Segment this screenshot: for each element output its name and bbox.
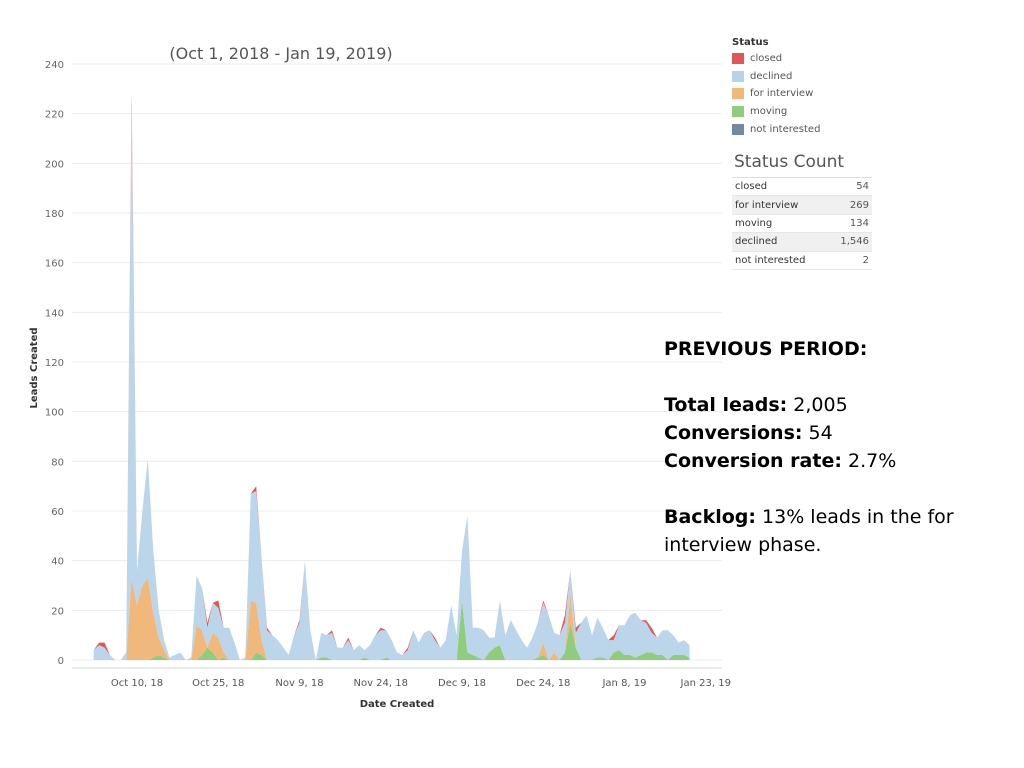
total-leads-line: Total leads: 2,005 (664, 391, 1004, 419)
status-value: 134 (828, 214, 872, 234)
total-leads-value: 2,005 (793, 394, 848, 416)
legend-label: for interview (750, 88, 814, 100)
legend-label: moving (750, 106, 788, 118)
y-tick-label: 140 (45, 308, 64, 319)
chart-title: (Oct 1, 2018 - Jan 19, 2019) (169, 44, 392, 63)
y-tick-label: 80 (51, 457, 64, 468)
conversions-value: 54 (808, 422, 833, 444)
chart-areas (93, 93, 690, 661)
x-tick-label: Dec 24, 18 (516, 678, 570, 689)
backlog-line: Backlog: 13% leads in the for interview … (664, 503, 1004, 559)
legend-swatch (732, 106, 744, 118)
table-row: for interview 269 (732, 195, 872, 215)
table-row: moving 134 (732, 214, 872, 234)
x-axis-label: Date Created (360, 699, 435, 710)
table-row: not interested 2 (732, 251, 872, 270)
table-row: declined 1,546 (732, 232, 872, 252)
x-tick-label: Jan 8, 19 (601, 678, 646, 689)
legend-item-for-interview[interactable]: for interview (732, 85, 820, 103)
status-label: not interested (732, 251, 829, 270)
chart-gridlines (72, 63, 722, 661)
y-tick-label: 60 (51, 507, 64, 518)
y-tick-label: 120 (45, 358, 64, 369)
legend-swatch (732, 88, 744, 100)
legend-swatch (732, 123, 744, 135)
chart-axes: 0 20 40 60 80 100 120 140 160 180 200 220 240 Oct 10,… (45, 60, 731, 689)
status-label: closed (732, 177, 829, 197)
y-axis-label: Leads Created (29, 327, 40, 408)
status-count-panel: Status Count closed 54 for interview 269… (732, 152, 872, 270)
area-series-closed (93, 93, 690, 661)
area-series-moving (93, 600, 690, 660)
conversion-rate-label: Conversion rate: (664, 450, 842, 472)
x-tick-label: Oct 10, 18 (111, 678, 163, 689)
previous-period-heading: PREVIOUS PERIOD: (664, 338, 868, 360)
conversions-label: Conversions: (664, 422, 803, 444)
legend-title: Status (732, 37, 769, 48)
conversion-rate-line: Conversion rate: 2.7% (664, 447, 1004, 475)
x-tick-label: Nov 24, 18 (353, 678, 408, 689)
status-value: 269 (828, 195, 872, 215)
y-tick-label: 100 (45, 408, 64, 419)
legend-label: closed (750, 53, 783, 65)
previous-period-summary: PREVIOUS PERIOD: Total leads: 2,005 Conv… (664, 335, 1004, 559)
backlog-text: 13% leads in the for interview phase. (664, 506, 954, 556)
conversion-rate-value: 2.7% (848, 450, 897, 472)
legend-label: declined (750, 70, 793, 82)
table-row: closed 54 (732, 177, 872, 197)
legend-label: not interested (750, 123, 821, 135)
y-tick-label: 20 (51, 606, 64, 617)
y-tick-label: 40 (51, 557, 64, 568)
y-tick-label: 240 (45, 60, 64, 71)
legend-item-closed[interactable]: closed (732, 50, 820, 68)
area-series-for-interview (93, 578, 690, 660)
status-count-title: Status Count (734, 152, 845, 172)
legend-swatch (732, 70, 744, 82)
y-tick-label: 0 (58, 656, 64, 667)
legend-swatch (732, 53, 744, 65)
x-tick-label: Jan 23, 19 (680, 678, 731, 689)
status-count-table: closed 54 for interview 269 moving 134 d… (732, 177, 872, 270)
legend-item-declined[interactable]: declined (732, 68, 820, 86)
y-tick-label: 220 (45, 110, 64, 121)
y-tick-label: 180 (45, 209, 64, 220)
area-series-declined (93, 106, 690, 660)
backlog-label: Backlog: (664, 506, 756, 528)
status-label: moving (732, 214, 829, 234)
y-tick-label: 200 (45, 159, 64, 170)
x-tick-label: Dec 9, 18 (438, 678, 486, 689)
total-leads-label: Total leads: (664, 394, 788, 416)
status-legend: Status closed declined for interview mov… (732, 37, 820, 138)
status-value: 1,546 (828, 232, 872, 252)
x-tick-label: Oct 25, 18 (192, 678, 244, 689)
status-value: 2 (828, 251, 872, 270)
y-tick-label: 160 (45, 259, 64, 270)
conversions-line: Conversions: 54 (664, 419, 1004, 447)
x-tick-label: Nov 9, 18 (275, 678, 323, 689)
status-label: for interview (732, 195, 829, 215)
status-value: 54 (828, 177, 872, 197)
legend-item-moving[interactable]: moving (732, 103, 820, 121)
status-label: declined (732, 232, 829, 252)
legend-item-not-interested[interactable]: not interested (732, 120, 820, 138)
